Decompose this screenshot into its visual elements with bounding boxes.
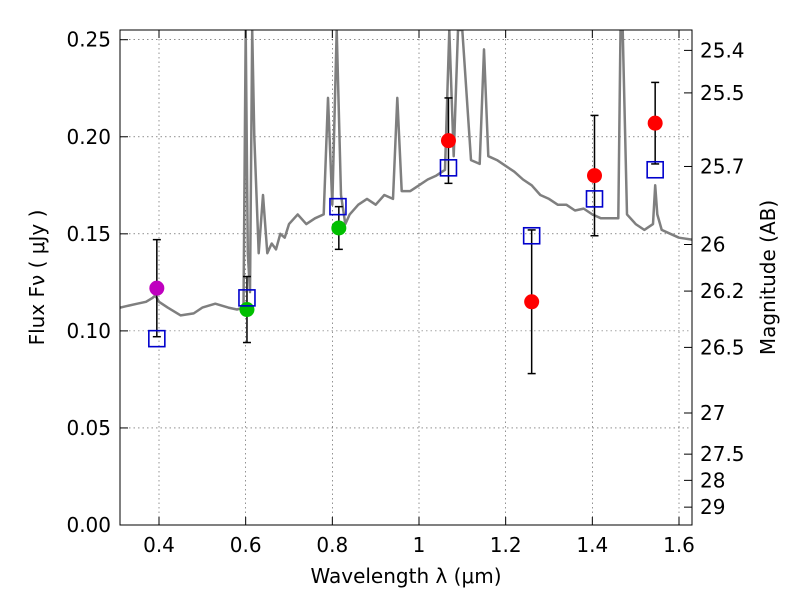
y2-tick-label: 28 <box>700 468 725 492</box>
model-flux-square <box>238 289 256 307</box>
y2-tick-label: 25.4 <box>700 38 745 62</box>
photometry-point <box>149 280 165 296</box>
y-axis-label: Flux Fν ( μJy ) <box>25 210 49 346</box>
y-tick-label: 0.20 <box>66 125 111 149</box>
model-spectrum <box>120 30 692 317</box>
x-tick-label: 0.8 <box>316 533 348 557</box>
y2-tick-label: 27.5 <box>700 442 745 466</box>
y-tick-label: 0.05 <box>66 416 111 440</box>
x-tick-labels: 0.4 0.6 0.8 1 1.2 1.4 1.6 <box>143 533 695 557</box>
model-flux-square <box>522 226 541 245</box>
y2-tick-label: 27 <box>700 401 725 425</box>
model-flux-square <box>439 159 458 177</box>
data-markers <box>148 115 664 348</box>
y2-tick-label: 26 <box>700 233 725 257</box>
model-flux-square <box>585 190 604 208</box>
photometry-point <box>524 294 540 310</box>
y-tick-label: 0.25 <box>66 28 111 52</box>
model-flux-square <box>329 197 347 216</box>
x-tick-label: 1.4 <box>576 533 608 557</box>
y2-tick-label: 26.2 <box>700 279 745 303</box>
model-flux-square <box>148 329 166 348</box>
y2-tick-label: 25.5 <box>700 81 745 105</box>
y2-tick-labels: 25.4 25.5 25.7 26 26.2 26.5 27 27.528 29 <box>700 38 745 519</box>
x-tick-label: 1.6 <box>663 533 695 557</box>
photometry-point <box>331 220 347 236</box>
y2-tick-label: 29 <box>700 495 725 519</box>
grid <box>120 30 692 525</box>
x-tick-label: 0.4 <box>143 533 175 557</box>
photometry-point <box>647 115 663 131</box>
y-tick-label: 0.15 <box>66 222 111 246</box>
y-tick-label: 0.10 <box>66 319 111 343</box>
y-tick-labels: 0.00 0.05 0.10 0.15 0.20 0.25 <box>66 28 111 537</box>
photometry-point <box>587 168 602 184</box>
x-tick-label: 0.6 <box>230 533 262 557</box>
ticks <box>120 30 692 526</box>
y2-axis-label: Magnitude (AB) <box>756 200 780 355</box>
model-flux-square <box>646 160 664 179</box>
photometry-point <box>440 133 456 149</box>
photometry-point <box>239 302 255 318</box>
x-tick-label: 1.2 <box>490 533 522 557</box>
y-tick-label: 0.00 <box>66 513 111 537</box>
x-axis-label: Wavelength λ (μm) <box>310 564 501 588</box>
plot-frame <box>119 29 693 526</box>
y2-tick-label: 25.7 <box>700 154 745 178</box>
spectrum-line <box>120 30 692 317</box>
y2-tick-label: 26.5 <box>700 335 745 359</box>
x-tick-label: 1 <box>413 533 426 557</box>
error-bars <box>152 81 660 375</box>
